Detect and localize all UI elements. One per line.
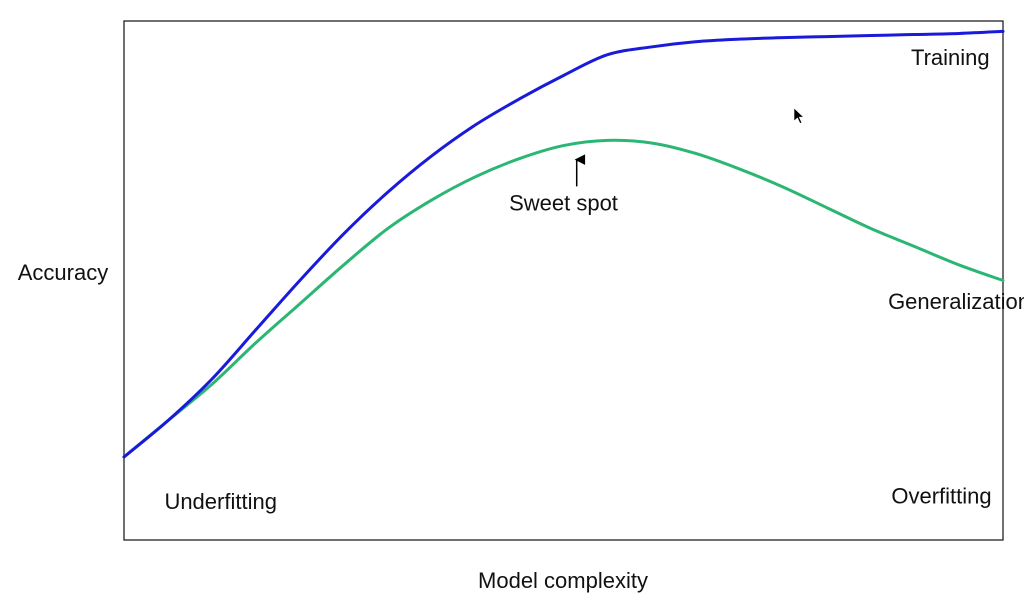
annotation-generalization: Generalization bbox=[888, 289, 1024, 314]
annotation-sweet-spot: Sweet spot bbox=[509, 190, 618, 215]
annotation-overfitting: Overfitting bbox=[891, 484, 991, 509]
y-axis-label: Accuracy bbox=[18, 260, 108, 285]
x-axis-label: Model complexity bbox=[478, 568, 648, 593]
annotation-layer: Training Generalization Sweet spot Underfit… bbox=[164, 45, 1024, 514]
series-line-training bbox=[122, 29, 1005, 459]
series-line-generalization bbox=[122, 138, 1005, 459]
mouse-cursor-icon bbox=[793, 107, 805, 124]
annotation-underfitting: Underfitting bbox=[164, 489, 277, 514]
annotation-training: Training bbox=[911, 45, 990, 70]
series-layer bbox=[122, 29, 1005, 459]
plot-frame bbox=[123, 20, 1004, 541]
